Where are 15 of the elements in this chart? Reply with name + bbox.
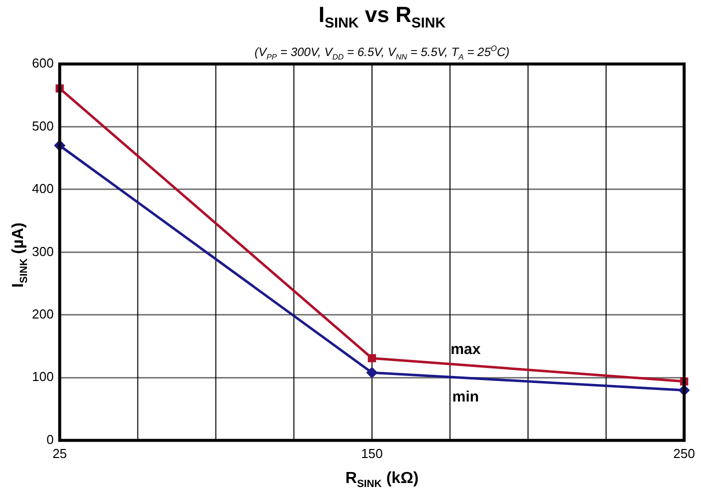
y-tick-label: 500 xyxy=(32,118,54,134)
y-tick-label: 200 xyxy=(32,306,54,322)
x-tick-label: 250 xyxy=(673,446,696,461)
text: (V$_{PP}$ = 300V, V$_{DD}$ = 6.5V, V$_{NN}$ = 5.5V, T$_{A}$ = 25$^{O}$C) xyxy=(254,44,510,62)
x-axis-title: R$_{SINK}$ (kΩ) xyxy=(344,470,420,490)
y-tick-label: 300 xyxy=(32,244,54,259)
chart-title: I$_{SINK}$ vs R$_{SINK}$ xyxy=(317,2,447,32)
y-tick-label: 600 xyxy=(32,56,54,71)
y-tick-label: 0 xyxy=(46,432,54,447)
y-tick-label: 100 xyxy=(32,369,54,384)
x-tick-label: 150 xyxy=(361,446,383,461)
series-label: max xyxy=(450,340,482,358)
series-label: min xyxy=(452,388,479,406)
x-tick-label: 25 xyxy=(52,446,67,461)
y-tick-label: 400 xyxy=(32,181,54,196)
